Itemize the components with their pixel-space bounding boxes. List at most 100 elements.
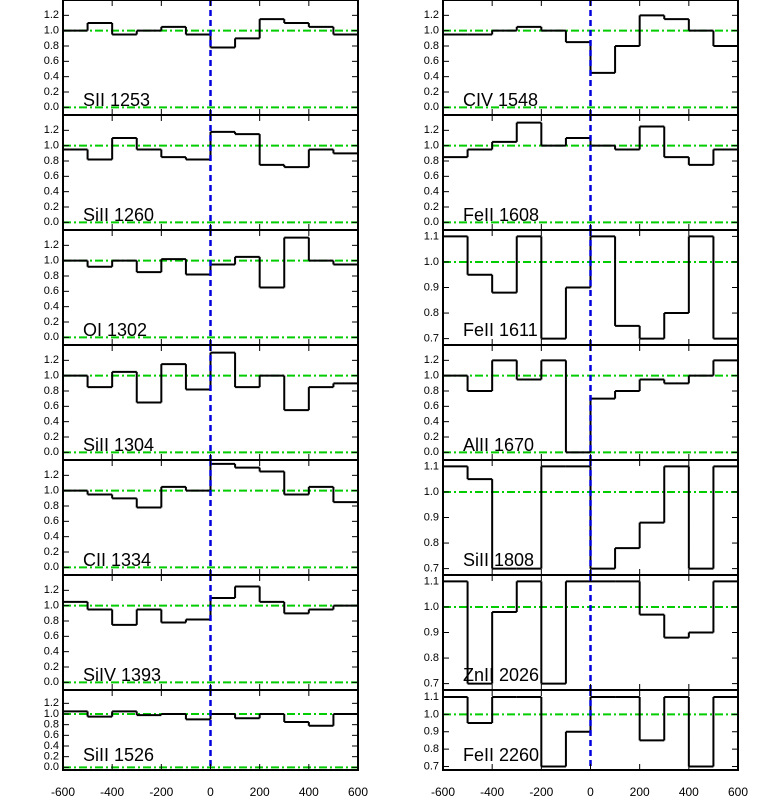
panel-label: FeII 2260 [463, 745, 539, 765]
y-tick-label: 1.1 [424, 460, 439, 472]
plot-area [443, 230, 738, 345]
y-tick-label: 0.2 [44, 201, 59, 213]
y-tick-label: 0.8 [44, 500, 59, 512]
y-tick-label: 0.2 [44, 661, 59, 673]
step-connector [86, 463, 335, 508]
y-tick-label: 0.7 [424, 678, 439, 690]
y-tick-label: 0.8 [424, 743, 439, 755]
step-connector [491, 15, 738, 73]
panel-label: CIV 1548 [463, 90, 538, 110]
plot-area [63, 460, 358, 575]
y-tick-label: 0.8 [424, 537, 439, 549]
x-tick-label: 200 [250, 785, 270, 799]
y-tick-label: 1.0 [44, 25, 59, 37]
y-tick-label: 1.2 [44, 9, 59, 21]
y-tick-label: 0.9 [424, 281, 439, 293]
y-tick-label: 0.4 [424, 71, 439, 83]
y-tick-label: 0.8 [424, 307, 439, 319]
panel: 0.0 0.2 0.4 0.6 0.8 1.0 1.2 CII 1334 [44, 459, 359, 576]
plot-area [443, 575, 738, 690]
panel: 0.0 0.2 0.4 0.6 0.8 1.0 1.2 SiII 1304 [44, 344, 359, 461]
y-tick-label: 1.0 [424, 708, 439, 720]
y-tick-label: 0.4 [44, 416, 59, 428]
panel: 0.0 0.2 0.4 0.6 0.8 1.0 1.2 CIV 1548 [424, 0, 739, 116]
y-tick-label: 1.2 [44, 584, 59, 596]
y-tick-label: 0.6 [44, 630, 59, 642]
panel: 0.0 0.2 0.4 0.6 0.8 1.0 1.2 SII 1253 [44, 0, 359, 116]
y-tick-label: 1.0 [44, 255, 59, 267]
y-tick-label: 0.6 [44, 285, 59, 297]
y-tick-label: 0.8 [424, 385, 439, 397]
panel: 0.7 0.8 0.9 1.0 1.1 ZnII 2026 [424, 574, 739, 691]
y-tick-label: 1.0 [44, 600, 59, 612]
plot-area [443, 0, 738, 115]
x-tick-label: 400 [299, 785, 319, 799]
panel: 0.7 0.8 0.9 1.0 1.1 -600 -400 -200 0 200 400 600 FeI… [424, 689, 748, 799]
y-tick-label: 0.7 [424, 760, 439, 772]
panel-label: SiII 1304 [83, 435, 154, 455]
plot-area [443, 460, 738, 575]
y-tick-label: 0.8 [44, 40, 59, 52]
y-tick-label: 1.2 [44, 469, 59, 481]
panel-label: CII 1334 [83, 550, 151, 570]
y-tick-label: 1.0 [424, 370, 439, 382]
y-tick-label: 0.2 [424, 431, 439, 443]
plot-area [63, 0, 358, 115]
y-tick-label: 0.0 [44, 676, 59, 688]
x-tick-label: 600 [348, 785, 368, 799]
y-tick-label: 0.8 [44, 719, 59, 731]
panel: 0.7 0.8 0.9 1.0 1.1 SiII 1808 [424, 459, 739, 576]
y-tick-label: 0.6 [44, 729, 59, 741]
y-tick-label: 0.8 [44, 385, 59, 397]
y-tick-label: 0.2 [44, 86, 59, 98]
panel-label: OI 1302 [83, 320, 147, 340]
plot-area [443, 345, 738, 460]
step-connector [86, 352, 358, 411]
y-tick-label: 0.7 [424, 333, 439, 345]
y-tick-label: 0.0 [44, 101, 59, 113]
y-tick-label: 0.0 [44, 561, 59, 573]
x-tick-label: 400 [679, 785, 699, 799]
y-tick-label: 0.4 [44, 71, 59, 83]
panel-label: FeII 1611 [463, 320, 538, 340]
panel-label: SiII 1260 [83, 205, 154, 225]
plot-area [63, 345, 358, 460]
y-tick-label: 1.2 [424, 124, 439, 136]
x-tick-label: -600 [431, 785, 455, 799]
plot-area [443, 115, 738, 230]
x-tick-label: -200 [149, 785, 173, 799]
step-connector [86, 711, 358, 726]
y-tick-label: 1.0 [424, 486, 439, 498]
x-tick-label: 200 [630, 785, 650, 799]
y-tick-label: 1.0 [424, 25, 439, 37]
y-tick-label: 0.9 [424, 726, 439, 738]
y-tick-label: 0.4 [424, 186, 439, 198]
y-tick-label: 0.4 [44, 186, 59, 198]
y-tick-label: 1.1 [424, 691, 439, 703]
x-tick-label: 0 [207, 785, 214, 799]
step-connector [466, 122, 738, 165]
y-tick-label: 0.4 [44, 646, 59, 658]
step-connector [466, 581, 738, 684]
y-tick-label: 1.0 [424, 601, 439, 613]
y-tick-label: 0.6 [44, 170, 59, 182]
y-tick-label: 1.0 [44, 140, 59, 152]
y-tick-label: 0.0 [424, 101, 439, 113]
y-tick-label: 1.0 [44, 370, 59, 382]
y-tick-label: 0.2 [44, 751, 59, 763]
x-tick-label: -600 [51, 785, 75, 799]
y-tick-label: 0.2 [424, 201, 439, 213]
x-tick-label: -200 [529, 785, 553, 799]
y-tick-label: 1.1 [424, 230, 439, 242]
y-tick-label: 0.2 [424, 86, 439, 98]
y-tick-label: 1.0 [44, 485, 59, 497]
panel-label: FeII 1608 [463, 205, 539, 225]
panel-label: SiII 1808 [463, 550, 534, 570]
y-tick-label: 0.9 [424, 511, 439, 523]
plot-area [63, 115, 358, 230]
x-tick-label: -400 [100, 785, 124, 799]
y-tick-label: 0.0 [44, 446, 59, 458]
y-tick-label: 0.7 [424, 563, 439, 575]
y-tick-label: 0.4 [44, 301, 59, 313]
